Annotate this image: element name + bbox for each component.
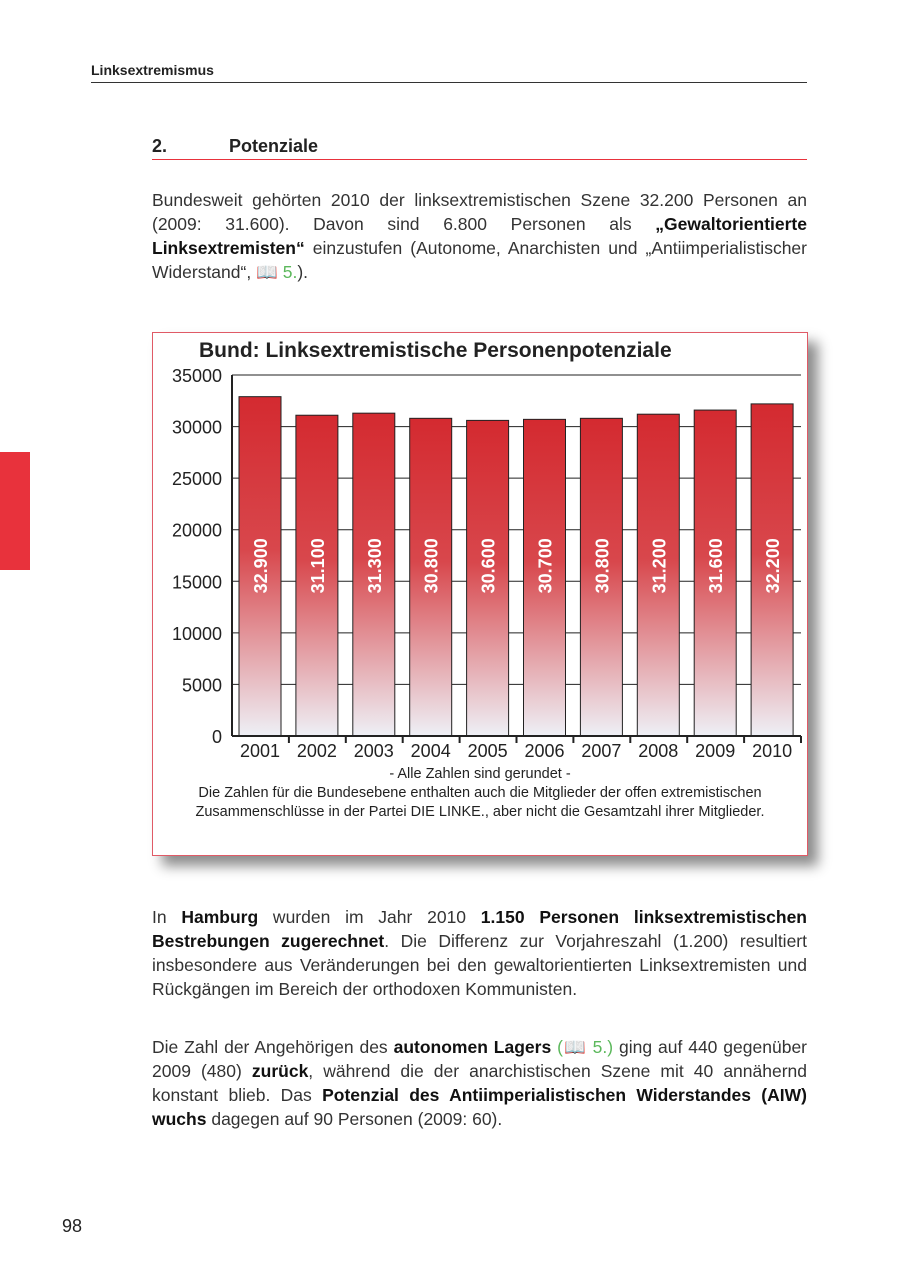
section-title: Potenziale	[229, 136, 319, 156]
paragraph-1: Bundesweit gehörten 2010 der linksextrem…	[152, 188, 807, 284]
cross-reference-link[interactable]: (📖 5.)	[557, 1037, 614, 1057]
bold-text: „Gewaltorientierte Linksextremisten“	[152, 214, 807, 258]
bold-text: autonomen Lagers	[393, 1037, 552, 1057]
bar	[750, 403, 794, 737]
section-heading: 2. Potenziale	[152, 136, 807, 160]
y-tick-label: 20000	[172, 521, 222, 541]
y-tick-label: 30000	[172, 418, 222, 438]
bar	[295, 414, 339, 737]
chart-title: Bund: Linksextremistische Personenpotenz…	[199, 339, 672, 362]
bar	[579, 417, 623, 737]
data-label: 30.800	[592, 538, 612, 593]
bar	[693, 409, 737, 737]
chapter-tab	[0, 452, 30, 570]
paragraph-2: In Hamburg wurden im Jahr 2010 1.150 Per…	[152, 905, 807, 1001]
bold-text: Potenzial des Antiimperialistischen Wide…	[152, 1085, 807, 1129]
bold-text: Hamburg	[181, 907, 259, 927]
x-tick-label: 2003	[354, 741, 394, 761]
y-tick-label: 0	[212, 727, 222, 747]
x-tick-label: 2008	[638, 741, 678, 761]
x-tick-label: 2001	[240, 741, 280, 761]
text: wurden im Jahr 2010	[258, 907, 481, 927]
y-tick-label: 10000	[172, 624, 222, 644]
data-label: 31.100	[308, 538, 328, 593]
x-tick-label: 2009	[695, 741, 735, 761]
rounding-note: - Alle Zahlen sind gerundet -	[389, 766, 571, 782]
data-label: 31.600	[706, 538, 726, 593]
data-label: 32.900	[251, 538, 271, 593]
bar	[523, 418, 566, 737]
y-tick-label: 5000	[182, 675, 222, 695]
text: Die Zahl der Angehörigen des	[152, 1037, 394, 1057]
x-tick-label: 2007	[581, 741, 621, 761]
paragraph-3: Die Zahl der Angehörigen des autonomen L…	[152, 1035, 807, 1131]
page-number: 98	[62, 1216, 83, 1236]
data-label: 32.200	[763, 538, 783, 593]
text: einzustufen (Autonome, Anarchisten und „…	[152, 238, 807, 282]
x-tick-label: 2002	[297, 741, 337, 761]
data-label: 30.800	[422, 538, 442, 593]
y-tick-label: 15000	[172, 572, 222, 592]
text: , während die der anarchistischen Szene …	[152, 1061, 808, 1105]
data-label: 30.600	[479, 538, 499, 593]
text: ).	[297, 262, 309, 282]
y-tick-label: 35000	[172, 366, 222, 386]
section-number: 2.	[152, 136, 168, 156]
x-tick-label: 2004	[411, 741, 451, 761]
bar-chart: Bund: Linksextremistische Personenpotenz…	[152, 332, 808, 856]
text: dagegen auf 90 Personen (2009: 60).	[206, 1109, 503, 1129]
bold-text: zurück	[251, 1061, 309, 1081]
cross-reference-link[interactable]: 📖 5.	[256, 262, 298, 282]
data-label: 31.300	[365, 538, 385, 593]
text: ging auf 440 gegenüber 2009 (480)	[152, 1037, 808, 1081]
data-label: 31.200	[649, 538, 669, 593]
footnote: Die Zahlen für die Bundesebene enthalten…	[195, 785, 765, 820]
text: Bundesweit gehörten 2010 der linksextrem…	[152, 190, 807, 234]
chart-plot: 0 5000 10000 15000 20000 25000 30000 35000 32.90…	[172, 366, 802, 761]
x-tick-label: 2010	[752, 741, 792, 761]
text: In	[152, 907, 182, 927]
text: . Die Differenz zur Vorjahreszahl (1.200…	[152, 931, 807, 999]
data-label: 30.700	[536, 538, 556, 593]
bar	[466, 419, 510, 737]
x-tick-label: 2006	[524, 741, 564, 761]
running-header: Linksextremismus	[91, 62, 807, 83]
bold-text: 1.150 Personen linksextremistischen Best…	[152, 907, 807, 951]
x-tick-label: 2005	[468, 741, 508, 761]
y-tick-label: 25000	[172, 469, 222, 489]
chart-notes: - Alle Zahlen sind gerundet - Die Zahlen…	[153, 765, 807, 822]
